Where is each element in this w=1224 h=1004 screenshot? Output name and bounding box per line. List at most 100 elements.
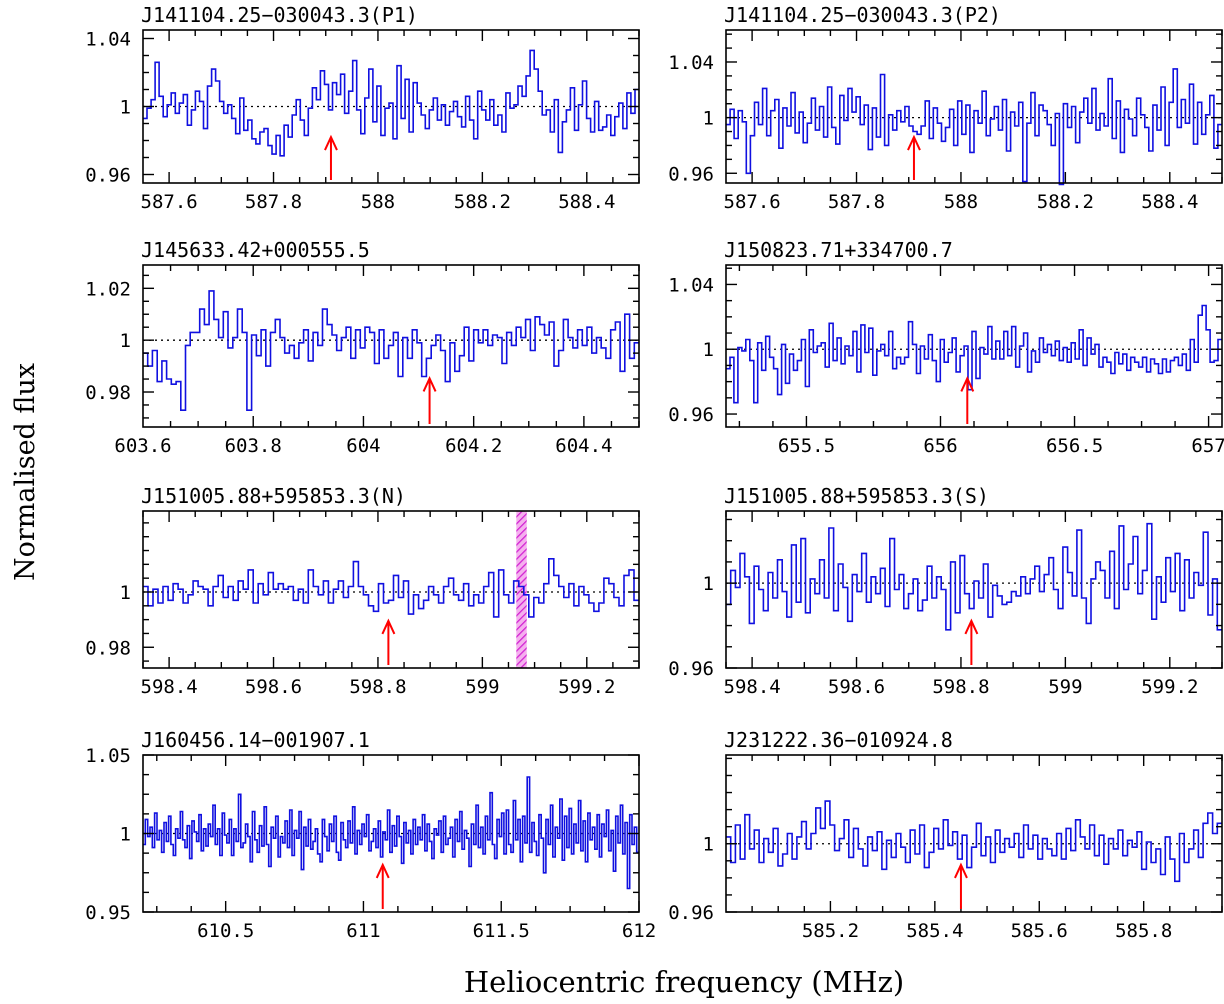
x-tick-label: 585.6 (1011, 920, 1068, 942)
spectrum-line (726, 304, 1222, 404)
x-tick-label: 599 (465, 676, 499, 698)
x-tick-label: 588.4 (1141, 191, 1198, 213)
x-tick-label: 588 (944, 191, 978, 213)
spectrum-line (726, 522, 1222, 631)
spectrum-line (726, 68, 1222, 186)
y-tick-label: 1.02 (85, 278, 131, 300)
x-tick-label: 611 (346, 920, 380, 942)
y-tick-label: 0.98 (85, 637, 131, 659)
x-tick-label: 611.5 (473, 920, 530, 942)
y-tick-label: 0.95 (85, 902, 131, 924)
x-tick-label: 603.8 (225, 435, 282, 457)
flagged-region (516, 511, 527, 668)
x-tick-label: 598.4 (141, 676, 198, 698)
y-axis-label: Normalised flux (10, 363, 41, 581)
x-tick-label: 656 (923, 435, 957, 457)
chart-panel: 598.4 598.6 598.8 599 599.2 0.96 1 J151005.88+5… (668, 484, 1223, 698)
y-tick-label: 0.96 (668, 658, 714, 680)
x-tick-label: 604.4 (555, 435, 612, 457)
x-tick-label: 598.6 (828, 676, 885, 698)
x-tick-label: 612 (622, 920, 656, 942)
x-tick-label: 603.6 (114, 435, 171, 457)
x-tick-label: 587.8 (245, 191, 302, 213)
arrow-head (954, 862, 968, 879)
spectrum-line (143, 290, 639, 411)
chart-panel: 610.5 611 611.5 612 0.95 1 1.05 J160456.14−0019… (85, 728, 656, 942)
plot-frame (725, 29, 1223, 184)
x-tick-label: 598.6 (245, 676, 302, 698)
x-tick-label: 587.6 (141, 191, 198, 213)
chart-panel: 587.6 587.8 588 588.2 588.4 0.96 1 1.04 J141104.… (668, 3, 1223, 213)
y-tick-label: 1 (120, 97, 131, 119)
x-tick-label: 585.4 (906, 920, 963, 942)
x-tick-label: 598.8 (932, 676, 989, 698)
plot-frame (142, 510, 640, 669)
y-tick-label: 0.96 (668, 163, 714, 185)
chart-panel: 603.6 603.8 604 604.2 604.4 0.98 1 1.02 J145633.… (85, 238, 640, 457)
panel-title: J231222.36−010924.8 (724, 728, 953, 752)
spectrum-line (143, 558, 639, 618)
panel-title: J141104.25−030043.3(P1) (141, 3, 418, 27)
panels: 587.6 587.8 588 588.2 588.4 0.96 1 1.04 J141104.… (85, 3, 1224, 942)
x-tick-label: 656.5 (1046, 435, 1103, 457)
x-tick-label: 587.8 (828, 191, 885, 213)
arrow-head (907, 134, 921, 151)
y-tick-label: 1 (703, 339, 714, 361)
y-tick-label: 1.04 (85, 29, 131, 51)
arrow-head (960, 376, 975, 392)
x-tick-label: 588.2 (1037, 191, 1094, 213)
x-tick-label: 599.2 (1141, 676, 1198, 698)
x-tick-label: 587.6 (724, 191, 781, 213)
x-tick-label: 598.4 (724, 676, 781, 698)
panel-title: J151005.88+595853.3(S) (724, 484, 989, 508)
x-tick-label: 604 (346, 435, 380, 457)
y-tick-label: 0.96 (668, 902, 714, 924)
y-tick-label: 1 (703, 573, 714, 595)
y-tick-label: 1.05 (85, 745, 131, 767)
y-tick-label: 1 (703, 834, 714, 856)
chart-panel: 655.5 656 656.5 657 0.96 1 1.04 J150823.71+3347… (668, 238, 1224, 457)
x-tick-label: 585.8 (1115, 920, 1172, 942)
x-tick-label: 657 (1191, 435, 1224, 457)
y-tick-label: 1 (120, 582, 131, 604)
panel-title: J150823.71+334700.7 (724, 238, 953, 262)
panel-title: J160456.14−001907.1 (141, 728, 370, 752)
arrow-head (381, 618, 396, 635)
y-tick-label: 0.96 (668, 404, 714, 426)
arrow-head (375, 862, 390, 879)
panel-title: J151005.88+595853.3(N) (141, 484, 406, 508)
chart-panel: 598.4 598.6 598.8 599 599.2 0.98 1 J151005.88+5… (85, 484, 640, 698)
panel-title: J145633.42+000555.5 (141, 238, 370, 262)
y-tick-label: 1 (703, 108, 714, 130)
x-tick-label: 655.5 (778, 435, 835, 457)
panel-title: J141104.25−030043.3(P2) (724, 3, 1001, 27)
y-tick-label: 1 (120, 330, 131, 352)
x-tick-label: 598.8 (349, 676, 406, 698)
y-tick-label: 1 (120, 824, 131, 846)
y-tick-label: 0.98 (85, 382, 131, 404)
chart-panel: 585.2 585.4 585.6 585.8 0.96 1 J231222.36−0109… (668, 728, 1223, 942)
arrow-head (964, 618, 979, 635)
x-tick-label: 599.2 (558, 676, 615, 698)
x-tick-label: 599 (1048, 676, 1082, 698)
y-tick-label: 1.04 (668, 274, 714, 296)
y-tick-label: 0.96 (85, 165, 131, 187)
plot-frame (725, 754, 1223, 913)
x-tick-label: 588.4 (558, 191, 615, 213)
arrow-head (422, 376, 437, 392)
spectrum-line (143, 49, 639, 157)
x-tick-label: 610.5 (197, 920, 254, 942)
x-tick-label: 588.2 (454, 191, 511, 213)
x-tick-label: 604.2 (445, 435, 502, 457)
plot-frame (725, 264, 1223, 428)
x-tick-label: 585.2 (802, 920, 859, 942)
spectrum-line (143, 776, 639, 890)
y-tick-label: 1.04 (668, 52, 714, 74)
x-tick-label: 588 (361, 191, 395, 213)
spectrum-line (726, 800, 1222, 883)
chart-panel: 587.6 587.8 588 588.2 588.4 0.96 1 1.04 J141104.… (85, 3, 640, 213)
x-axis-label: Heliocentric frequency (MHz) (464, 965, 904, 999)
arrow-head (324, 134, 338, 151)
plot-frame (725, 510, 1223, 669)
